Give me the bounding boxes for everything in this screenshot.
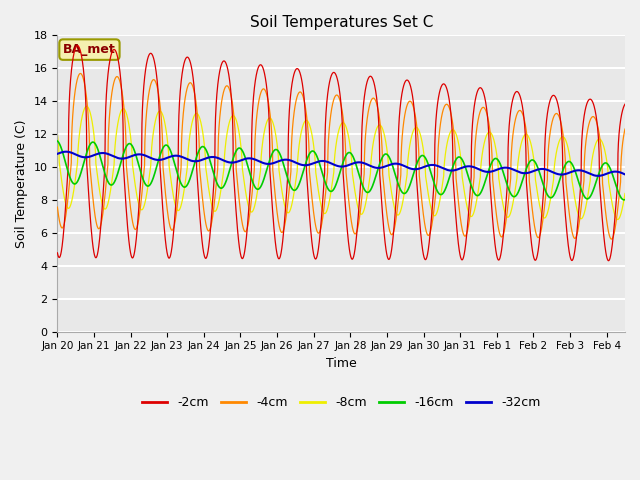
- Y-axis label: Soil Temperature (C): Soil Temperature (C): [15, 119, 28, 248]
- Legend: -2cm, -4cm, -8cm, -16cm, -32cm: -2cm, -4cm, -8cm, -16cm, -32cm: [137, 391, 545, 414]
- Title: Soil Temperatures Set C: Soil Temperatures Set C: [250, 15, 433, 30]
- X-axis label: Time: Time: [326, 357, 356, 370]
- Text: BA_met: BA_met: [63, 43, 116, 56]
